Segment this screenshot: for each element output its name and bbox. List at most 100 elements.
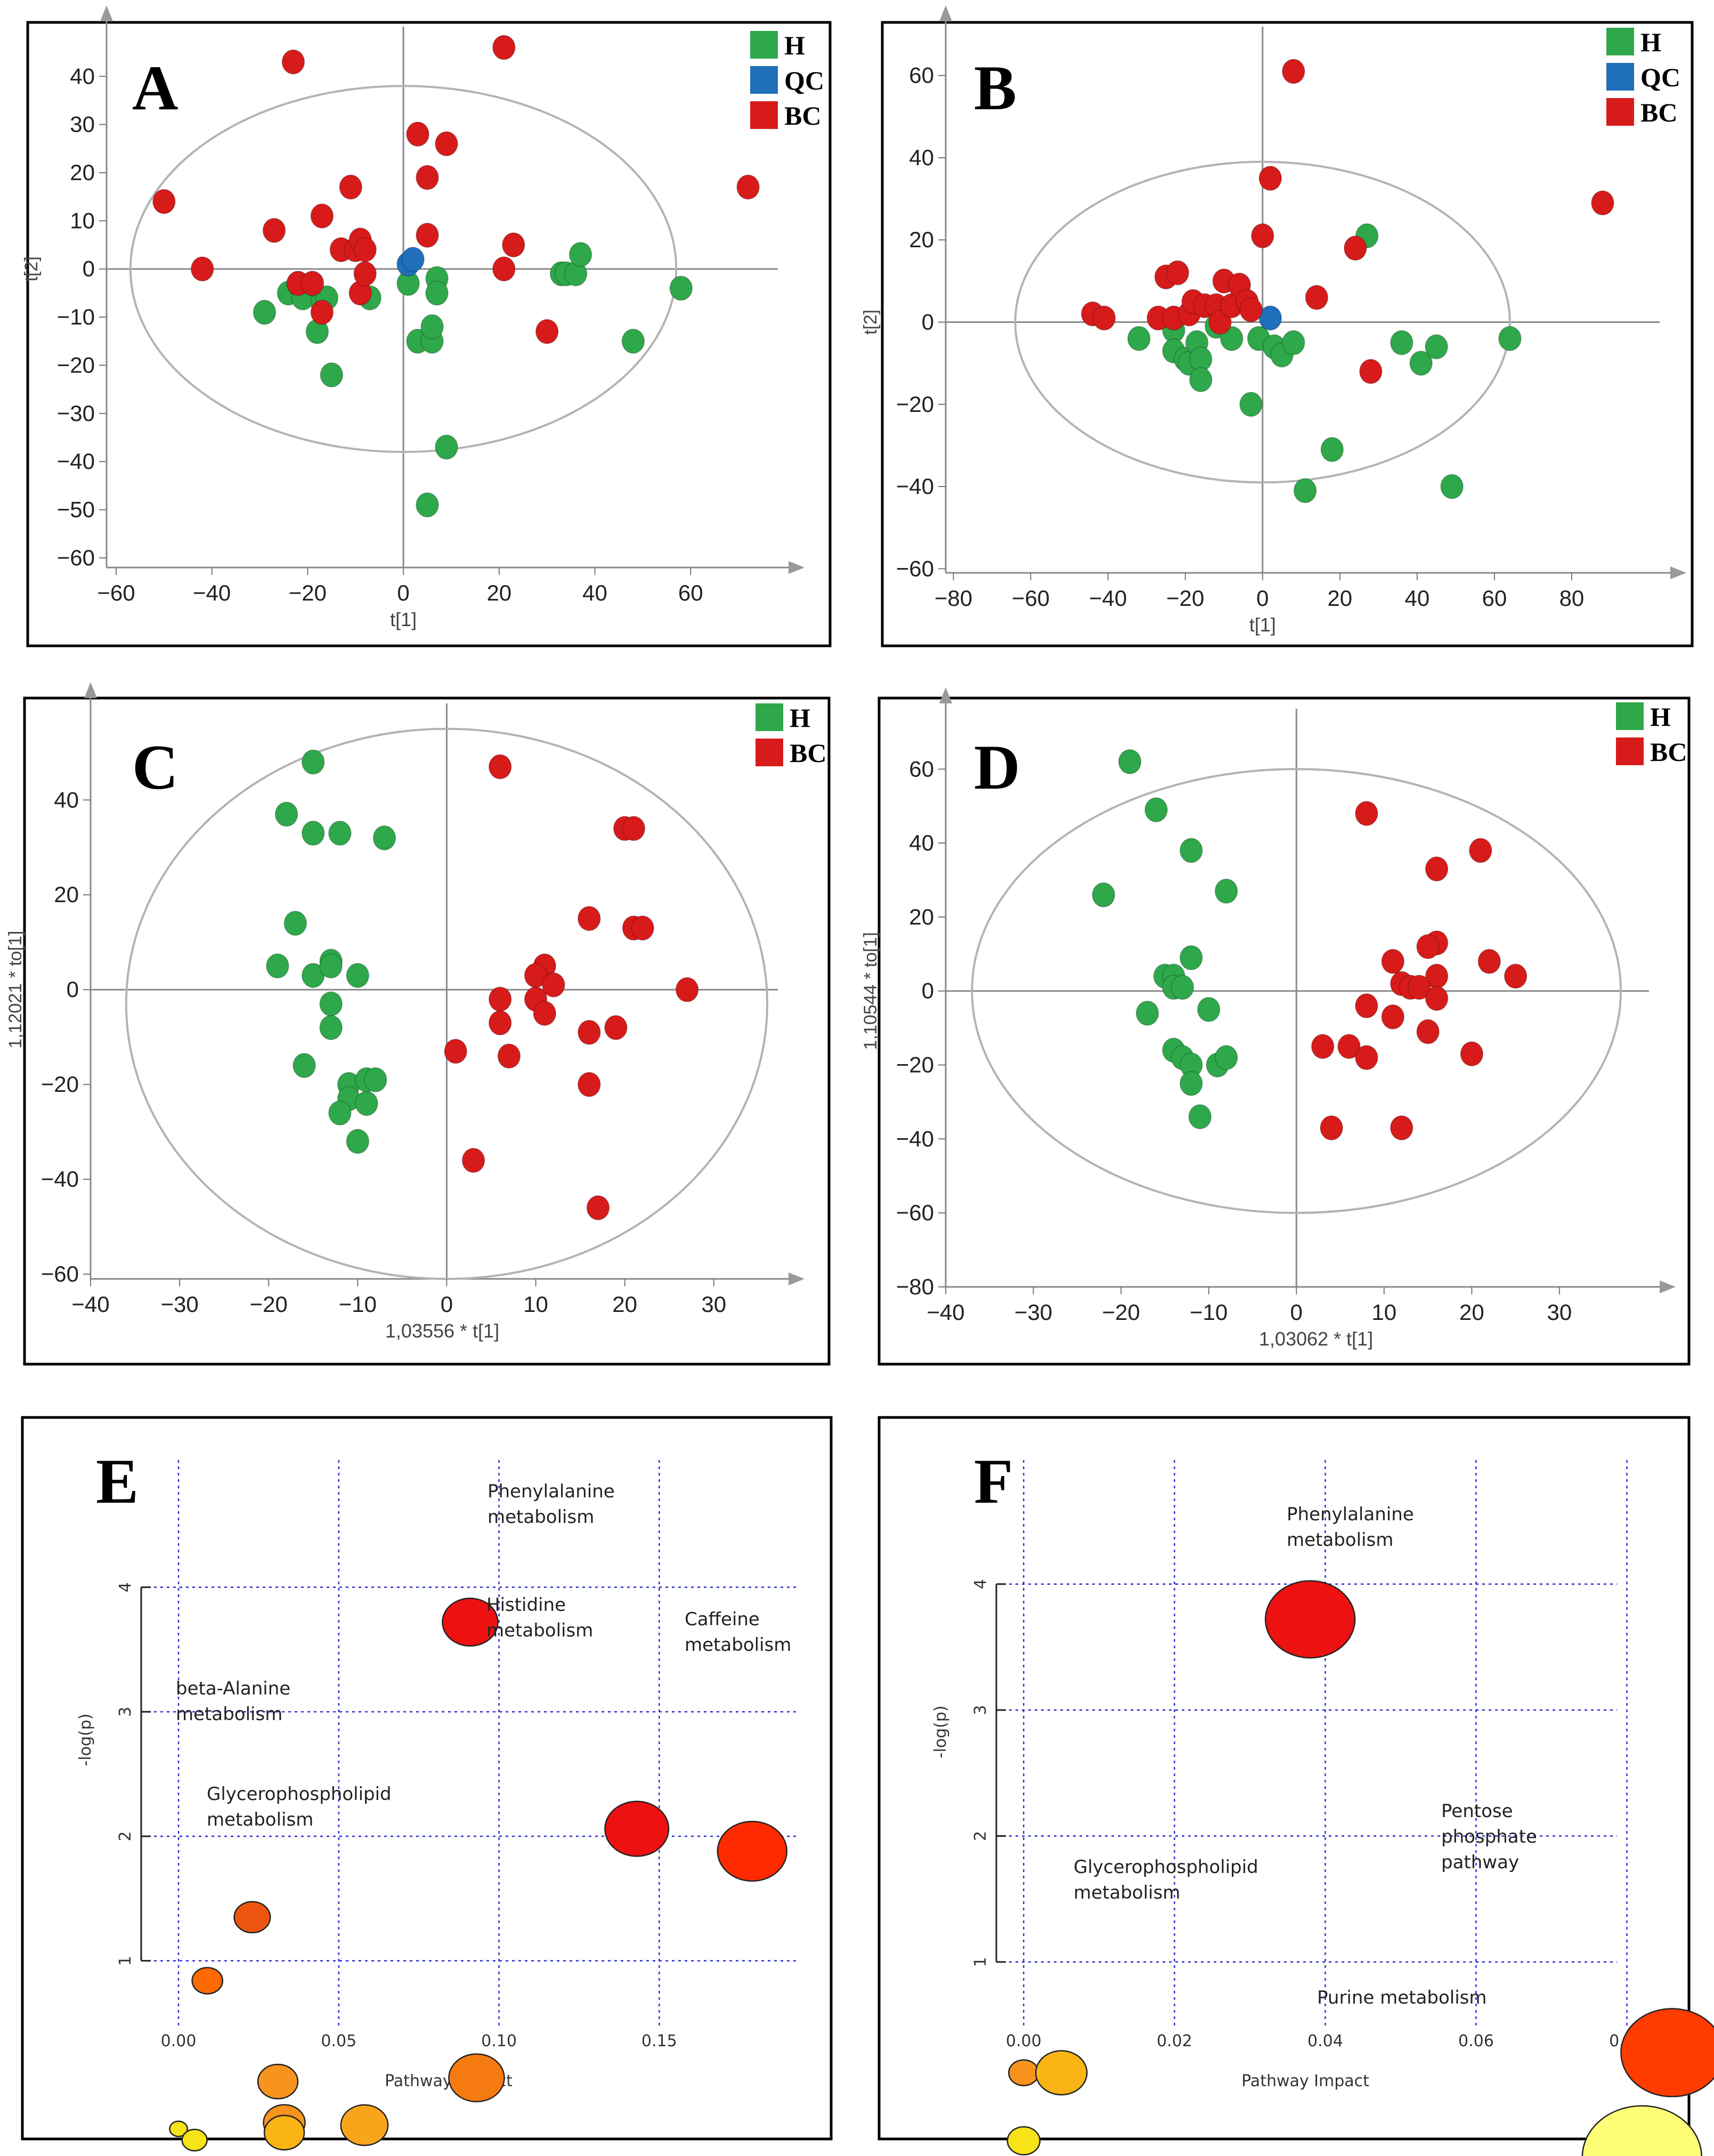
x-tick-label-b: −40 bbox=[1089, 586, 1127, 611]
pathway-bubble-e bbox=[169, 2120, 188, 2137]
x-tick-label-d: −10 bbox=[1190, 1300, 1228, 1325]
legend-label-qc-b: QC bbox=[1640, 62, 1680, 92]
y-tick-label-e: 1 bbox=[116, 1956, 135, 1966]
data-point-h-d bbox=[1171, 975, 1195, 1000]
data-point-bc-d bbox=[1390, 1115, 1414, 1140]
y-tick-label-e: 2 bbox=[116, 1831, 135, 1841]
data-point-bc-d bbox=[1407, 975, 1431, 1000]
data-point-h-a bbox=[253, 299, 277, 325]
data-point-bc-c bbox=[488, 754, 512, 780]
data-point-bc-c bbox=[578, 1019, 601, 1045]
data-point-h-a bbox=[568, 242, 592, 268]
y-axis-label-d: 1,10544 * to[1] bbox=[860, 932, 881, 1050]
data-point-bc-c bbox=[533, 1001, 556, 1026]
pathway-bubble-e bbox=[717, 1820, 788, 1882]
y-tick-label-b: −40 bbox=[896, 474, 934, 499]
data-point-h-b bbox=[1320, 437, 1344, 463]
y-axis-label-b: t[2] bbox=[860, 310, 881, 335]
pathway-bubble-e bbox=[233, 1901, 271, 1934]
data-point-bc-a bbox=[190, 256, 214, 282]
x-tick-label-b: 80 bbox=[1559, 586, 1585, 611]
legend-label-bc-a: BC bbox=[784, 101, 821, 131]
data-point-bc-d bbox=[1469, 838, 1492, 863]
y-tick-label-c: −60 bbox=[41, 1261, 79, 1286]
data-point-bc-b bbox=[1258, 166, 1282, 191]
data-point-bc-c bbox=[622, 816, 646, 841]
y-tick-label-a: 20 bbox=[70, 160, 95, 185]
pathway-label-ppp-f: phosphate bbox=[1441, 1826, 1537, 1847]
data-point-bc-c bbox=[675, 977, 699, 1002]
y-tick-label-c: −40 bbox=[41, 1166, 79, 1192]
data-point-bc-c bbox=[461, 1148, 485, 1173]
x-tick-label-d: 10 bbox=[1371, 1300, 1396, 1325]
scatter-plot-b: −80 −60 −40 −20 0 20 40 60 806040200−20−40−60t[1… bbox=[860, 5, 1686, 636]
y-tick-label-c: −20 bbox=[41, 1072, 79, 1097]
pathway-label-caf-e: metabolism bbox=[685, 1634, 791, 1656]
data-point-bc-a bbox=[353, 237, 377, 263]
data-point-h-d bbox=[1118, 749, 1142, 774]
pathway-label-phe-f: Phenylalanine bbox=[1287, 1504, 1414, 1525]
pathway-bubble-e bbox=[604, 1801, 670, 1857]
data-point-bc-a bbox=[310, 203, 334, 229]
y-tick-label-c: 20 bbox=[54, 882, 79, 907]
data-point-h-b bbox=[1440, 474, 1464, 499]
confidence-ellipse-b bbox=[1014, 160, 1511, 484]
data-point-h-d bbox=[1092, 882, 1115, 907]
y-tick-label-d: −60 bbox=[896, 1200, 934, 1225]
y-tick-label-d: 20 bbox=[909, 904, 934, 929]
x-tick-label-c: −10 bbox=[339, 1292, 377, 1317]
x-tick-label-c: 0 bbox=[441, 1292, 453, 1317]
panel-a-letter: A bbox=[132, 52, 178, 123]
data-point-h-b bbox=[1409, 351, 1433, 376]
data-point-bc-c bbox=[497, 1043, 521, 1069]
panel-f-letter: F bbox=[974, 1446, 1013, 1517]
pathway-bubble-e bbox=[448, 2053, 505, 2103]
pathway-bubble-f bbox=[1264, 1580, 1356, 1659]
data-point-h-d bbox=[1197, 997, 1221, 1022]
pathway-bubble-e bbox=[340, 2104, 389, 2146]
x-tick-label-d: 20 bbox=[1459, 1300, 1484, 1325]
legend-swatch-bc-a bbox=[750, 101, 778, 129]
data-point-bc-d bbox=[1355, 801, 1378, 826]
x-tick-label-c: −30 bbox=[160, 1292, 198, 1317]
y-tick-label-a: −60 bbox=[57, 545, 95, 570]
x-tick-label-a: −40 bbox=[193, 580, 231, 605]
x-tick-label-d: −40 bbox=[927, 1300, 964, 1325]
data-point-h-c bbox=[274, 801, 298, 827]
legend-label-qc-a: QC bbox=[784, 66, 824, 95]
data-point-bc-d bbox=[1337, 1034, 1361, 1059]
x-tick-label-b: −20 bbox=[1166, 586, 1204, 611]
data-point-bc-a bbox=[300, 271, 324, 296]
data-point-h-c bbox=[283, 911, 307, 936]
pathway-label-caf-e: Caffeine bbox=[685, 1609, 760, 1630]
y-tick-label-b: 20 bbox=[909, 227, 934, 252]
panel-a-frame bbox=[26, 21, 832, 647]
legend-swatch-bc-d bbox=[1616, 737, 1644, 765]
x-tick-label-c: −20 bbox=[250, 1292, 288, 1317]
data-point-bc-c bbox=[604, 1015, 628, 1040]
data-point-h-d bbox=[1180, 1071, 1203, 1096]
x-tick-label-e: 0.10 bbox=[481, 2032, 517, 2050]
pathway-label-ppp-f: Pentose bbox=[1441, 1801, 1513, 1822]
data-point-h-a bbox=[669, 275, 693, 301]
data-point-h-c bbox=[328, 1100, 352, 1125]
pathway-label-bala-e: metabolism bbox=[176, 1704, 282, 1725]
x-tick-label-f: 0.00 bbox=[1006, 2032, 1042, 2050]
legend-label-h-b: H bbox=[1640, 27, 1661, 57]
data-point-h-a bbox=[425, 280, 449, 306]
data-point-bc-b bbox=[1208, 310, 1232, 335]
data-point-bc-b bbox=[1092, 305, 1116, 331]
panel-e-letter: E bbox=[96, 1446, 139, 1517]
data-point-bc-a bbox=[262, 218, 286, 243]
data-point-bc-b bbox=[1359, 359, 1383, 384]
panel-d-letter: D bbox=[974, 732, 1020, 803]
data-point-bc-b bbox=[1281, 59, 1305, 84]
pathway-label-phe-f: metabolism bbox=[1287, 1529, 1393, 1551]
y-tick-label-a: −30 bbox=[57, 401, 95, 426]
data-point-h-b bbox=[1127, 326, 1151, 351]
data-point-bc-a bbox=[353, 261, 377, 287]
data-point-bc-b bbox=[1344, 236, 1367, 261]
legend-label-bc-c: BC bbox=[790, 738, 826, 768]
pathway-bubble-f bbox=[1035, 2050, 1088, 2096]
